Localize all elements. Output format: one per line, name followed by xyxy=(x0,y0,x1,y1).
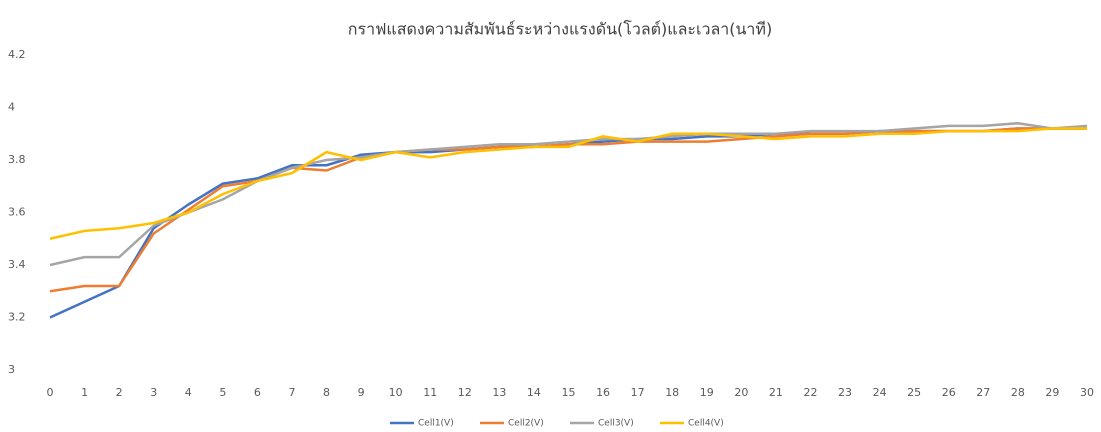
y-tick-label: 4.2 xyxy=(8,48,26,61)
y-tick-label: 3.2 xyxy=(8,311,26,324)
x-tick-label: 17 xyxy=(631,386,645,399)
x-tick-label: 10 xyxy=(389,386,403,399)
y-tick-label: 3.6 xyxy=(8,206,26,219)
y-tick-label: 3 xyxy=(8,363,15,376)
legend-text: Cell2(V) xyxy=(508,419,544,429)
x-tick-label: 16 xyxy=(596,386,610,399)
x-tick-label: 21 xyxy=(769,386,783,399)
x-tick-label: 20 xyxy=(734,386,748,399)
series-line xyxy=(49,127,1087,240)
legend-text: Cell4(V) xyxy=(688,419,724,429)
x-tick-label: 19 xyxy=(700,386,714,399)
x-tick-label: 6 xyxy=(254,386,261,399)
x-tick-label: 2 xyxy=(116,386,123,399)
x-tick-label: 0 xyxy=(47,386,54,399)
x-tick-label: 4 xyxy=(185,386,192,399)
x-tick-label: 23 xyxy=(838,386,852,399)
x-tick-label: 24 xyxy=(873,386,887,399)
series-line xyxy=(49,127,1087,293)
x-tick-label: 28 xyxy=(1011,386,1025,399)
chart-title: กราฟแสดงความสัมพันธ์ระหว่างแรงดัน(โวลต์)… xyxy=(348,20,772,39)
y-tick-label: 3.4 xyxy=(8,258,26,271)
series-line xyxy=(49,122,1088,267)
x-tick-label: 1 xyxy=(81,386,88,399)
x-tick-label: 15 xyxy=(562,386,576,399)
x-tick-label: 30 xyxy=(1080,386,1094,399)
legend-text: Cell3(V) xyxy=(598,419,634,429)
x-tick-label: 14 xyxy=(527,386,541,399)
x-tick-label: 8 xyxy=(323,386,330,399)
x-tick-label: 5 xyxy=(219,386,226,399)
y-tick-label: 4 xyxy=(8,101,15,114)
x-tick-label: 29 xyxy=(1045,386,1059,399)
x-tick-label: 22 xyxy=(803,386,817,399)
legend-text: Cell1(V) xyxy=(418,419,454,429)
x-tick-label: 11 xyxy=(423,386,437,399)
x-tick-label: 13 xyxy=(492,386,506,399)
y-tick-label: 3.8 xyxy=(8,153,26,166)
x-tick-label: 18 xyxy=(665,386,679,399)
x-tick-label: 9 xyxy=(358,386,365,399)
x-tick-label: 7 xyxy=(288,386,295,399)
x-tick-label: 26 xyxy=(942,386,956,399)
x-tick-label: 12 xyxy=(458,386,472,399)
x-tick-label: 3 xyxy=(150,386,157,399)
x-tick-label: 27 xyxy=(976,386,990,399)
x-tick-label: 25 xyxy=(907,386,921,399)
